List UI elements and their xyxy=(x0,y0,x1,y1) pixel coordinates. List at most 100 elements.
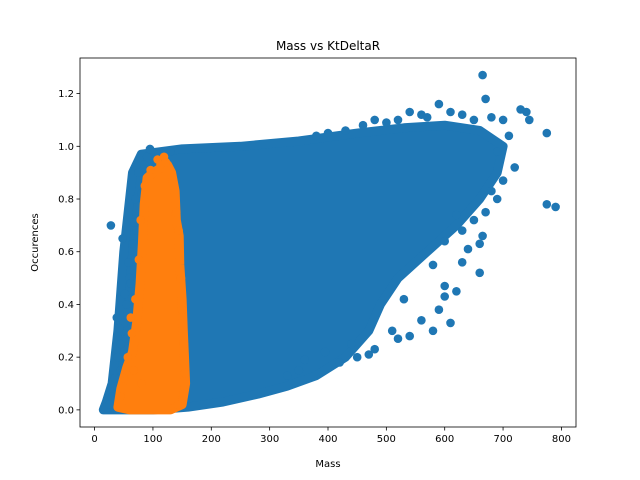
data-point xyxy=(126,313,136,322)
data-point xyxy=(341,126,350,135)
data-point xyxy=(370,115,380,125)
data-point xyxy=(124,258,133,267)
data-point xyxy=(481,207,490,217)
data-point xyxy=(498,176,508,185)
data-point xyxy=(428,326,438,336)
data-point xyxy=(104,400,114,409)
y-tick-label: 0.4 xyxy=(58,300,74,311)
y-tick-label: 0.2 xyxy=(58,353,74,364)
x-tick-label: 0 xyxy=(91,434,97,445)
series-2-dense-points xyxy=(113,160,191,415)
series-1-dense-points xyxy=(98,120,508,415)
data-point xyxy=(457,110,467,119)
data-point xyxy=(146,165,155,175)
data-point xyxy=(142,152,152,162)
data-point xyxy=(176,273,186,283)
data-point xyxy=(110,373,120,383)
y-tick-label: 0.8 xyxy=(58,195,74,206)
data-point xyxy=(498,115,508,125)
data-point xyxy=(118,234,127,243)
data-point xyxy=(131,294,140,304)
data-point xyxy=(180,368,190,378)
data-point xyxy=(393,115,403,125)
data-point xyxy=(422,113,432,122)
data-point xyxy=(335,358,345,367)
data-point xyxy=(405,331,415,341)
data-point xyxy=(131,194,140,204)
data-point xyxy=(457,226,467,235)
y-tick-label: 0.0 xyxy=(58,405,74,416)
data-point xyxy=(504,131,514,141)
data-point xyxy=(119,373,129,383)
data-point xyxy=(434,99,444,109)
y-axis: 0.0 0.2 0.4 0.6 0.8 1.0 1.2 xyxy=(58,89,80,416)
data-point xyxy=(159,152,169,162)
data-point xyxy=(440,281,450,291)
data-point xyxy=(551,202,560,212)
data-point xyxy=(174,226,183,235)
x-tick-label: 700 xyxy=(494,434,513,445)
data-point xyxy=(478,70,487,80)
x-tick-label: 300 xyxy=(260,434,279,445)
data-point xyxy=(452,210,461,220)
data-point xyxy=(478,231,487,241)
data-point xyxy=(127,329,137,338)
data-point xyxy=(542,200,552,209)
y-tick-label: 1.0 xyxy=(58,142,74,153)
x-tick-label: 500 xyxy=(377,434,396,445)
data-point xyxy=(358,120,368,130)
data-point xyxy=(112,313,122,322)
data-point xyxy=(173,400,183,409)
data-point xyxy=(137,379,146,388)
data-point xyxy=(457,258,467,267)
data-point xyxy=(417,316,426,325)
data-point xyxy=(116,339,126,349)
data-point xyxy=(128,239,137,249)
data-point xyxy=(179,389,188,399)
data-point xyxy=(323,128,333,138)
data-point xyxy=(463,244,473,254)
data-point xyxy=(364,350,374,359)
data-point xyxy=(510,163,519,172)
data-point xyxy=(446,318,455,328)
y-tick-label: 0.6 xyxy=(58,247,74,258)
x-axis: 0 100 200 300 400 500 600 700 800 xyxy=(91,427,571,445)
data-point xyxy=(481,94,490,104)
data-point xyxy=(113,352,123,362)
data-point xyxy=(166,147,175,156)
data-point xyxy=(387,326,397,336)
data-point xyxy=(172,207,181,217)
series-2 xyxy=(113,152,191,415)
data-point xyxy=(492,194,502,204)
x-axis-label: Mass xyxy=(315,459,340,470)
data-point xyxy=(139,160,149,169)
data-point xyxy=(492,147,502,156)
x-tick-label: 200 xyxy=(202,434,221,445)
x-tick-label: 600 xyxy=(435,434,454,445)
data-point xyxy=(452,287,461,296)
data-point xyxy=(405,107,415,117)
data-point xyxy=(542,128,552,138)
data-point xyxy=(440,236,450,246)
data-point xyxy=(312,131,321,141)
data-point xyxy=(522,107,531,117)
data-point xyxy=(434,305,444,315)
data-point xyxy=(370,344,380,354)
data-point xyxy=(120,289,130,299)
data-point xyxy=(123,352,133,362)
data-point xyxy=(446,107,455,117)
data-point xyxy=(399,294,409,304)
data-point xyxy=(347,339,356,349)
x-tick-label: 100 xyxy=(143,434,162,445)
data-point xyxy=(140,181,150,191)
y-axis-label: Occurences xyxy=(30,213,41,271)
data-point xyxy=(487,113,496,122)
data-point xyxy=(382,118,391,127)
x-tick-label: 800 xyxy=(552,434,571,445)
data-point xyxy=(469,115,479,125)
data-point xyxy=(179,339,189,349)
data-point xyxy=(352,352,362,362)
data-point xyxy=(487,186,496,196)
data-point xyxy=(177,305,187,315)
